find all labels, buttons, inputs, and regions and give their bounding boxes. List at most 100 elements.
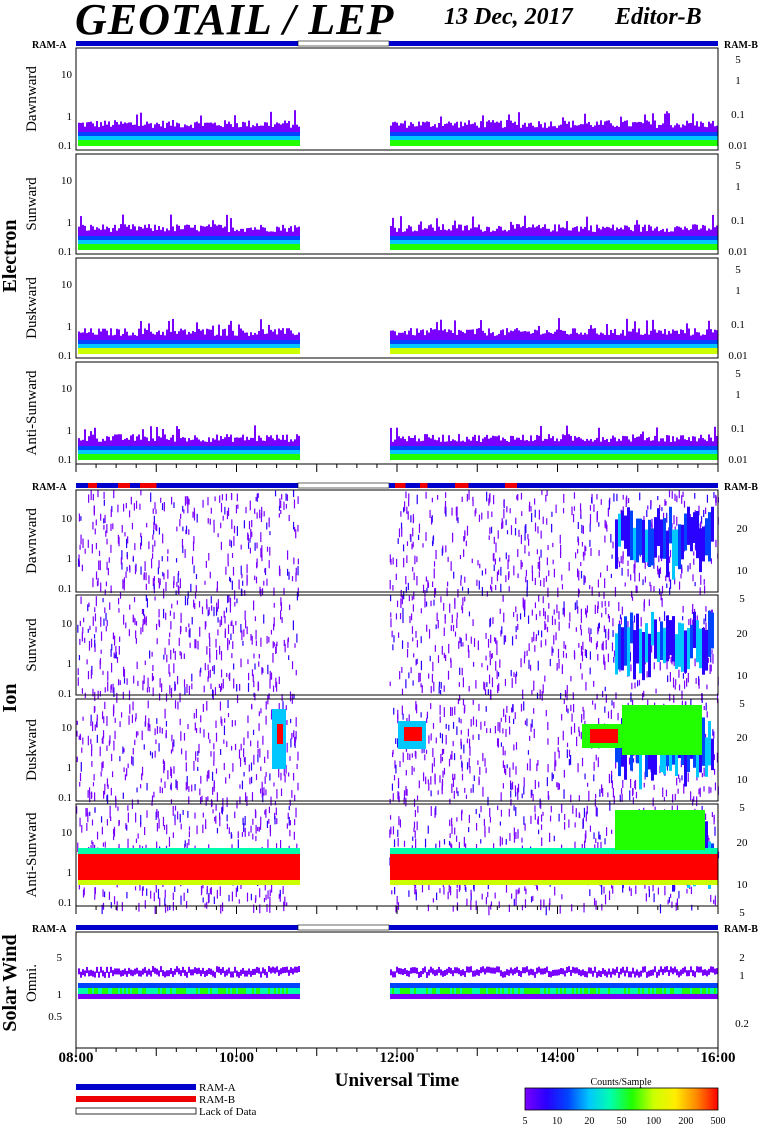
electron-panel-3 [78,318,718,354]
ion-ram-b-seg-3 [395,483,406,488]
x-tick-label-1: 10:00 [219,1050,254,1066]
electron-left-tick-0-1: 1 [67,111,73,123]
ion-panel-label-0: Dawnward [24,508,40,574]
electron-ram-bar-a2 [389,41,718,46]
ion-left-tick-2-2: 0.1 [58,792,72,804]
colorbar-tick-1: 10 [552,1116,562,1127]
ion-ram-bar-a2 [389,483,718,488]
ion-panel-label-1: Sunward [24,618,40,672]
ion-left-tick-1-2: 0.1 [58,688,72,700]
group-label-solar-wind: Solar Wind [0,934,21,1031]
sw-right-tick-0: 2 [739,952,745,964]
colorbar-tick-3: 50 [617,1116,627,1127]
ion-panel-label-3: Anti-Sunward [24,812,40,897]
electron-right-tick-2-2: 0.1 [731,319,745,331]
ram-a-label-0: RAM-A [32,40,67,51]
ram-b-label-0: RAM-B [724,40,758,51]
ion-left-tick-2-1: 1 [67,762,73,774]
sw-left-tick-0: 5 [57,952,63,964]
electron-ram-bar-a1 [76,41,298,46]
ion-panel-3 [76,699,719,811]
legend-lack-label: Lack of Data [199,1106,257,1118]
sw-left-tick-2: 0.5 [48,1011,62,1023]
x-axis-label: Universal Time [335,1070,459,1091]
electron-panel-frame-1 [75,47,719,151]
electron-left-tick-2-2: 0.1 [58,350,72,362]
electron-right-tick-1-1: 1 [735,181,741,193]
ion-left-tick-0-2: 0.1 [58,583,72,595]
x-tick-label-4: 16:00 [701,1050,736,1066]
electron-panel-frame-3 [75,257,719,359]
electron-right-tick-3-3: 0.01 [728,454,747,466]
colorbar-tick-2: 20 [584,1116,594,1127]
ion-right-tick-2-1: 10 [737,774,749,786]
electron-right-tick-2-1: 1 [735,285,741,297]
electron-right-tick-0-2: 0.1 [731,109,745,121]
observation-date: 13 Dec, 2017 [444,4,573,30]
electron-left-tick-1-0: 10 [61,175,73,187]
electron-left-tick-0-2: 0.1 [58,140,72,152]
electron-panel-2 [78,214,718,250]
ion-ram-b-seg-2 [140,483,157,488]
electron-left-tick-2-1: 1 [67,321,73,333]
ion-right-tick-1-2: 5 [739,698,745,710]
ion-left-tick-1-1: 1 [67,658,73,670]
ion-right-tick-0-2: 5 [739,593,745,605]
electron-panel-label-1: Sunward [24,177,40,231]
ion-panel-1 [77,490,719,601]
electron-panel-4 [78,425,718,460]
group-label-ion: Ion [0,684,21,713]
legend-lack-swatch [75,1107,197,1115]
ram-b-label-2: RAM-B [724,924,758,935]
page-title: GEOTAIL / LEP [75,0,395,44]
ion-ram-b-seg-5 [455,483,469,488]
colorbar-tick-0: 5 [523,1116,528,1127]
electron-panel-label-2: Duskward [24,277,40,339]
electron-right-tick-1-0: 5 [735,160,741,172]
ion-panel-4 [76,804,720,916]
electron-right-tick-0-0: 5 [735,54,741,66]
electron-right-tick-2-0: 5 [735,264,741,276]
electron-left-tick-3-0: 10 [61,383,73,395]
electron-right-tick-3-0: 5 [735,368,741,380]
legend-ram-b-label: RAM-B [199,1094,235,1106]
ion-left-tick-3-1: 1 [67,867,73,879]
electron-left-tick-3-1: 1 [67,425,73,437]
ion-right-tick-0-1: 10 [737,565,749,577]
electron-panel-label-0: Dawnward [24,66,40,132]
legend-ram-a-label: RAM-A [199,1082,236,1094]
electron-panel-label-3: Anti-Sunward [24,370,40,455]
ion-left-tick-3-0: 10 [61,827,73,839]
ion-panel-frame-3 [75,698,719,802]
sw-left-tick-1: 1 [57,989,63,1001]
electron-right-tick-2-3: 0.01 [728,350,747,362]
ion-ram-b-seg-0 [88,483,97,488]
electron-right-tick-1-2: 0.1 [731,215,745,227]
ion-panel-frame-2 [75,594,719,696]
ram-a-label-1: RAM-A [32,482,67,493]
ion-right-tick-1-0: 20 [737,628,749,640]
ion-left-tick-2-0: 10 [61,722,73,734]
ion-panel-frame-1 [75,489,719,593]
colorbar-tick-4: 100 [646,1116,661,1127]
sw-ram-bar-a1 [76,925,298,930]
legend-ram-b-swatch [76,1096,196,1102]
ion-right-tick-3-0: 20 [737,837,749,849]
ram-a-label-2: RAM-A [32,924,67,935]
ion-right-tick-2-0: 20 [737,732,749,744]
electron-right-tick-1-3: 0.01 [728,246,747,258]
x-tick-label-0: 08:00 [59,1050,94,1066]
ion-ram-b-seg-1 [118,483,130,488]
sw-right-tick-1: 1 [739,970,745,982]
ion-right-tick-2-2: 5 [739,802,745,814]
electron-left-tick-1-2: 0.1 [58,246,72,258]
ion-right-tick-3-2: 5 [739,907,745,919]
colorbar [524,1087,719,1111]
electron-panel-frame-2 [75,153,719,255]
electron-right-tick-3-1: 1 [735,389,741,401]
spectrogram-panels [75,40,720,1115]
ion-panel-label-2: Duskward [24,719,40,781]
electron-left-tick-3-2: 0.1 [58,454,72,466]
ion-left-tick-0-0: 10 [61,513,73,525]
